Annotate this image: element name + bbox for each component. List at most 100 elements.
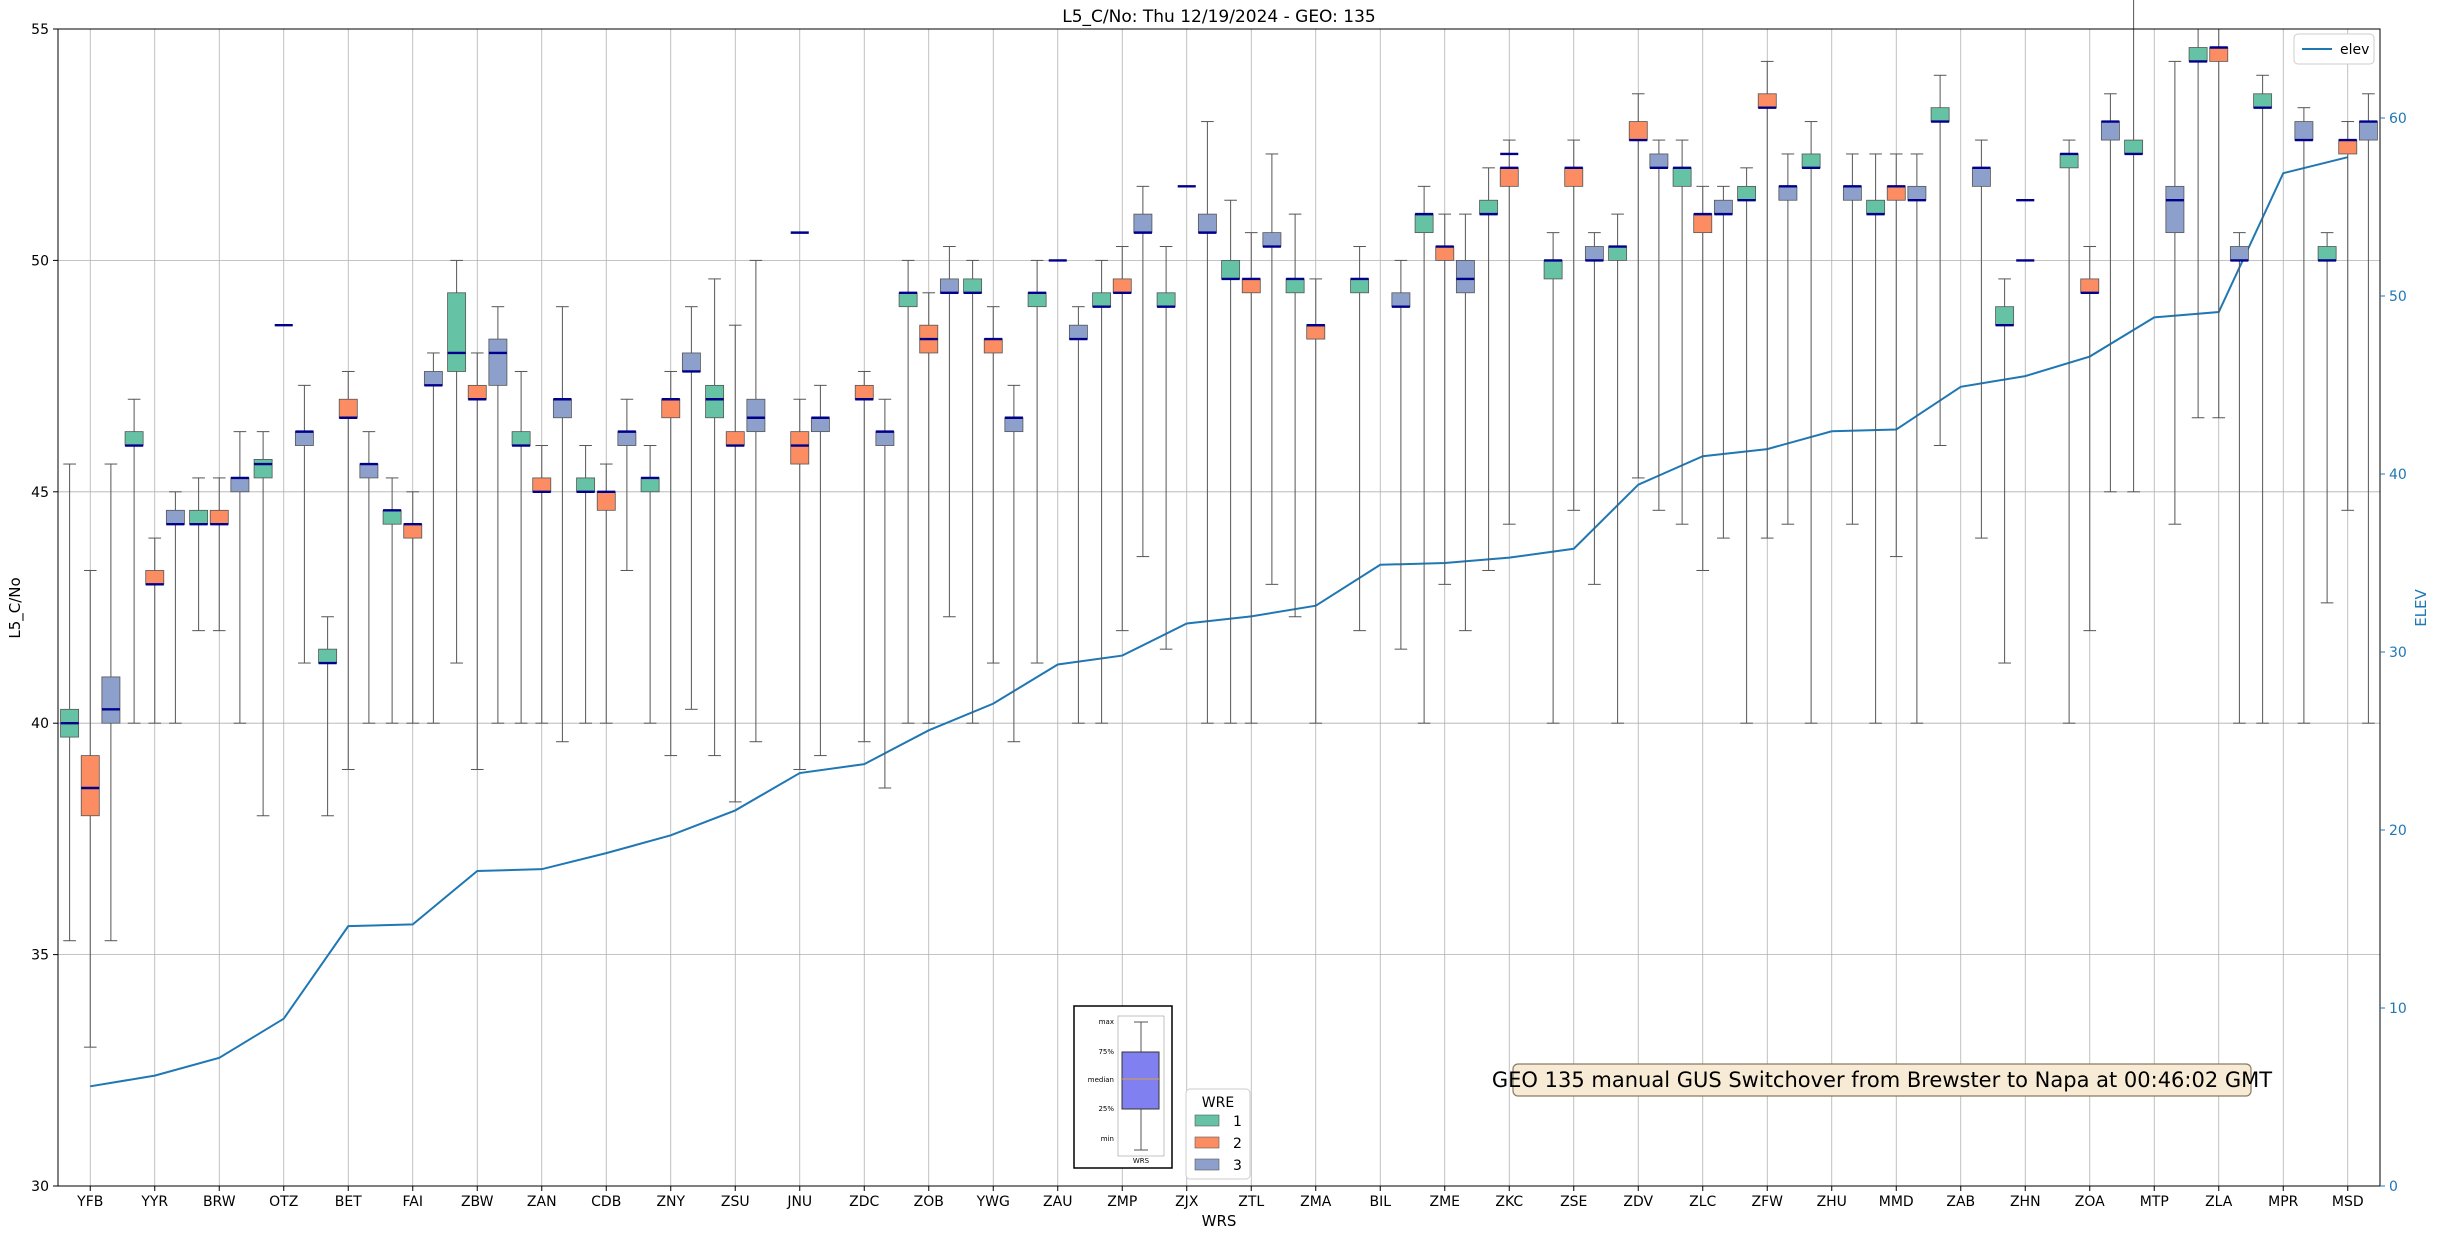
chart-title: L5_C/No: Thu 12/19/2024 - GEO: 135 xyxy=(1062,7,1375,27)
box-wre-1 xyxy=(2317,246,2337,261)
box-wre-3 xyxy=(359,463,379,479)
x-axis-title: WRS xyxy=(1202,1212,1237,1230)
box-wre-1 xyxy=(576,477,596,493)
box-wre-3 xyxy=(101,676,121,724)
box-wre-2 xyxy=(1112,278,1132,294)
box-wre-2 xyxy=(1435,246,1455,261)
box-wre-1 xyxy=(2059,153,2079,169)
box-wre-3 xyxy=(230,477,250,493)
y-tick-label: 45 xyxy=(31,485,49,501)
box-wre-3 xyxy=(294,431,314,446)
wre-legend-label-3: 3 xyxy=(1233,1158,1242,1174)
elev-legend: elev xyxy=(2293,33,2375,65)
y-tick-label: 50 xyxy=(31,253,49,269)
box-wre-2 xyxy=(1241,278,1261,294)
x-tick-label: CDB xyxy=(591,1194,621,1210)
box-wre-3 xyxy=(746,398,766,433)
x-tick-label: ZOA xyxy=(2075,1194,2105,1210)
box-wre-3 xyxy=(1584,246,1604,261)
box-wre-2 xyxy=(661,398,681,419)
y-axis-title: L5_C/No xyxy=(6,577,25,638)
box-wre-2 xyxy=(596,491,616,511)
x-tick-label: ZHN xyxy=(2010,1194,2041,1210)
x-tick-label: YFB xyxy=(76,1194,103,1210)
box-wre-1 xyxy=(1801,153,1821,169)
box-wre-3 xyxy=(1262,232,1282,247)
box-wre-3 xyxy=(1133,213,1153,234)
box-wre-3 xyxy=(875,431,895,446)
box-wre-1 xyxy=(511,431,531,446)
y-right-tick-label: 30 xyxy=(2389,645,2407,661)
y-right-tick-label: 20 xyxy=(2389,823,2407,839)
box-wre-1 xyxy=(253,459,273,479)
box-wre-1 xyxy=(124,431,144,446)
elev-legend-label: elev xyxy=(2340,42,2369,58)
box-wre-1 xyxy=(1737,185,1757,201)
axis-layer: YFB YYR BRW OTZ BET FAI ZBW ZAN CDB ZNY ZSU JNU ZDC Z… xyxy=(31,22,2407,1210)
x-tick-label: ZMP xyxy=(1107,1194,1137,1210)
box-wre-3 xyxy=(2165,185,2185,234)
x-tick-label: ZAN xyxy=(527,1194,557,1210)
box-wre-1 xyxy=(1350,278,1370,294)
wre-legend-swatch-1 xyxy=(1194,1114,1220,1127)
box-wre-3 xyxy=(810,417,830,433)
box-wre-3 xyxy=(1842,185,1862,201)
box-wre-1 xyxy=(1866,199,1886,215)
box-wre-2 xyxy=(1886,185,1906,201)
box-wre-3 xyxy=(488,338,508,386)
box-wre-2 xyxy=(1306,324,1326,340)
box-wre-1 xyxy=(382,509,402,525)
wre-legend-label-1: 1 xyxy=(1233,1114,1242,1130)
annotation-box xyxy=(1512,1063,2252,1097)
box-wre-3 xyxy=(165,509,185,525)
box-wre-1 xyxy=(1156,292,1176,308)
box-wre-2 xyxy=(1757,93,1777,109)
box-wre-1 xyxy=(640,477,660,493)
box-wre-3 xyxy=(2358,121,2378,141)
box-wre-2 xyxy=(1628,121,1648,141)
box-wre-1 xyxy=(963,278,983,294)
box-wre-2 xyxy=(338,398,358,419)
box-wre-1 xyxy=(2188,47,2208,62)
x-tick-label: ZNY xyxy=(656,1194,685,1210)
box-key-label-max: max xyxy=(1099,1018,1114,1026)
box-wre-1 xyxy=(1479,199,1499,215)
box-wre-1 xyxy=(1672,167,1692,187)
box-wre-1 xyxy=(1027,292,1047,308)
wre-legend-swatch-3 xyxy=(1194,1158,1220,1171)
box-wre-3 xyxy=(1971,167,1991,187)
box-wre-3 xyxy=(1004,417,1024,433)
box-key-xlabel: WRS xyxy=(1133,1157,1150,1165)
annotation-text: GEO 135 manual GUS Switchover from Brews… xyxy=(1492,1068,2272,1092)
box-wre-3 xyxy=(552,398,572,419)
box-wre-2 xyxy=(1499,167,1519,187)
box-wre-3 xyxy=(1907,185,1927,201)
x-tick-label: ZKC xyxy=(1495,1194,1523,1210)
elev-line xyxy=(90,156,2348,1088)
y-tick-label: 55 xyxy=(31,22,49,38)
box-wre-1 xyxy=(1092,292,1112,308)
y-right-tick-label: 10 xyxy=(2389,1001,2407,1017)
x-tick-label: ZDV xyxy=(1623,1194,1653,1210)
x-tick-label: FAI xyxy=(403,1194,423,1210)
x-tick-label: OTZ xyxy=(269,1194,298,1210)
x-tick-label: ZAB xyxy=(1946,1194,1975,1210)
box-wre-2 xyxy=(403,523,423,539)
plot-frame xyxy=(57,28,2381,1187)
box-wre-3 xyxy=(681,352,701,372)
x-tick-label: ZJX xyxy=(1175,1194,1199,1210)
box-wre-1 xyxy=(1608,246,1628,261)
box-wre-2 xyxy=(2080,278,2100,294)
y-right-tick-label: 60 xyxy=(2389,111,2407,127)
grid-layer xyxy=(58,28,2380,1187)
box-wre-1 xyxy=(1995,306,2015,326)
box-wre-3 xyxy=(1778,185,1798,201)
box-wre-2 xyxy=(209,509,229,525)
x-tick-label: ZMA xyxy=(1300,1194,1332,1210)
box-wre-3 xyxy=(2100,121,2120,141)
x-tick-label: ZLC xyxy=(1689,1194,1716,1210)
wre-legend-title: WRE xyxy=(1202,1095,1234,1111)
wre-legend: WRE 1 2 3 xyxy=(1185,1088,1251,1180)
box-wre-1 xyxy=(318,648,338,664)
